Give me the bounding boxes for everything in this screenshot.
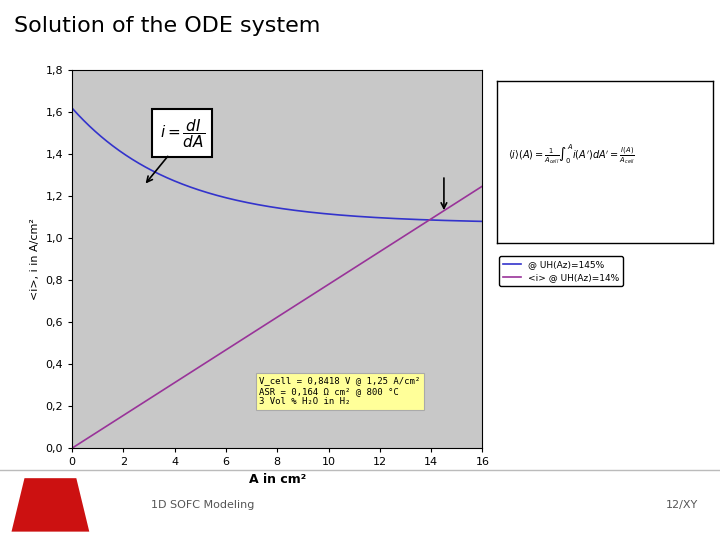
X-axis label: A in cm²: A in cm² — [248, 473, 306, 486]
Text: $i = \dfrac{dI}{dA}$: $i = \dfrac{dI}{dA}$ — [160, 117, 204, 150]
Text: 1D SOFC Modeling: 1D SOFC Modeling — [151, 500, 255, 510]
Text: 12/XY: 12/XY — [666, 500, 698, 510]
Legend: @ UH(Az)=145%, <i> @ UH(Az)=14%: @ UH(Az)=145%, <i> @ UH(Az)=14% — [499, 256, 623, 286]
Text: V_cell = 0,8418 V @ 1,25 A/cm²
ASR = 0,164 Ω cm² @ 800 °C
3 Vol % H₂O in H₂: V_cell = 0,8418 V @ 1,25 A/cm² ASR = 0,1… — [259, 376, 420, 407]
Text: Solution of the ODE system: Solution of the ODE system — [14, 16, 321, 36]
Y-axis label: <i>, i in A/cm²: <i>, i in A/cm² — [30, 218, 40, 300]
Polygon shape — [12, 478, 89, 531]
Text: $\langle i\rangle(A)=\frac{1}{A_{cell}}\int_0^A i(A')dA'=\frac{I(A)}{A_{cell}}$: $\langle i\rangle(A)=\frac{1}{A_{cell}}\… — [508, 142, 634, 166]
